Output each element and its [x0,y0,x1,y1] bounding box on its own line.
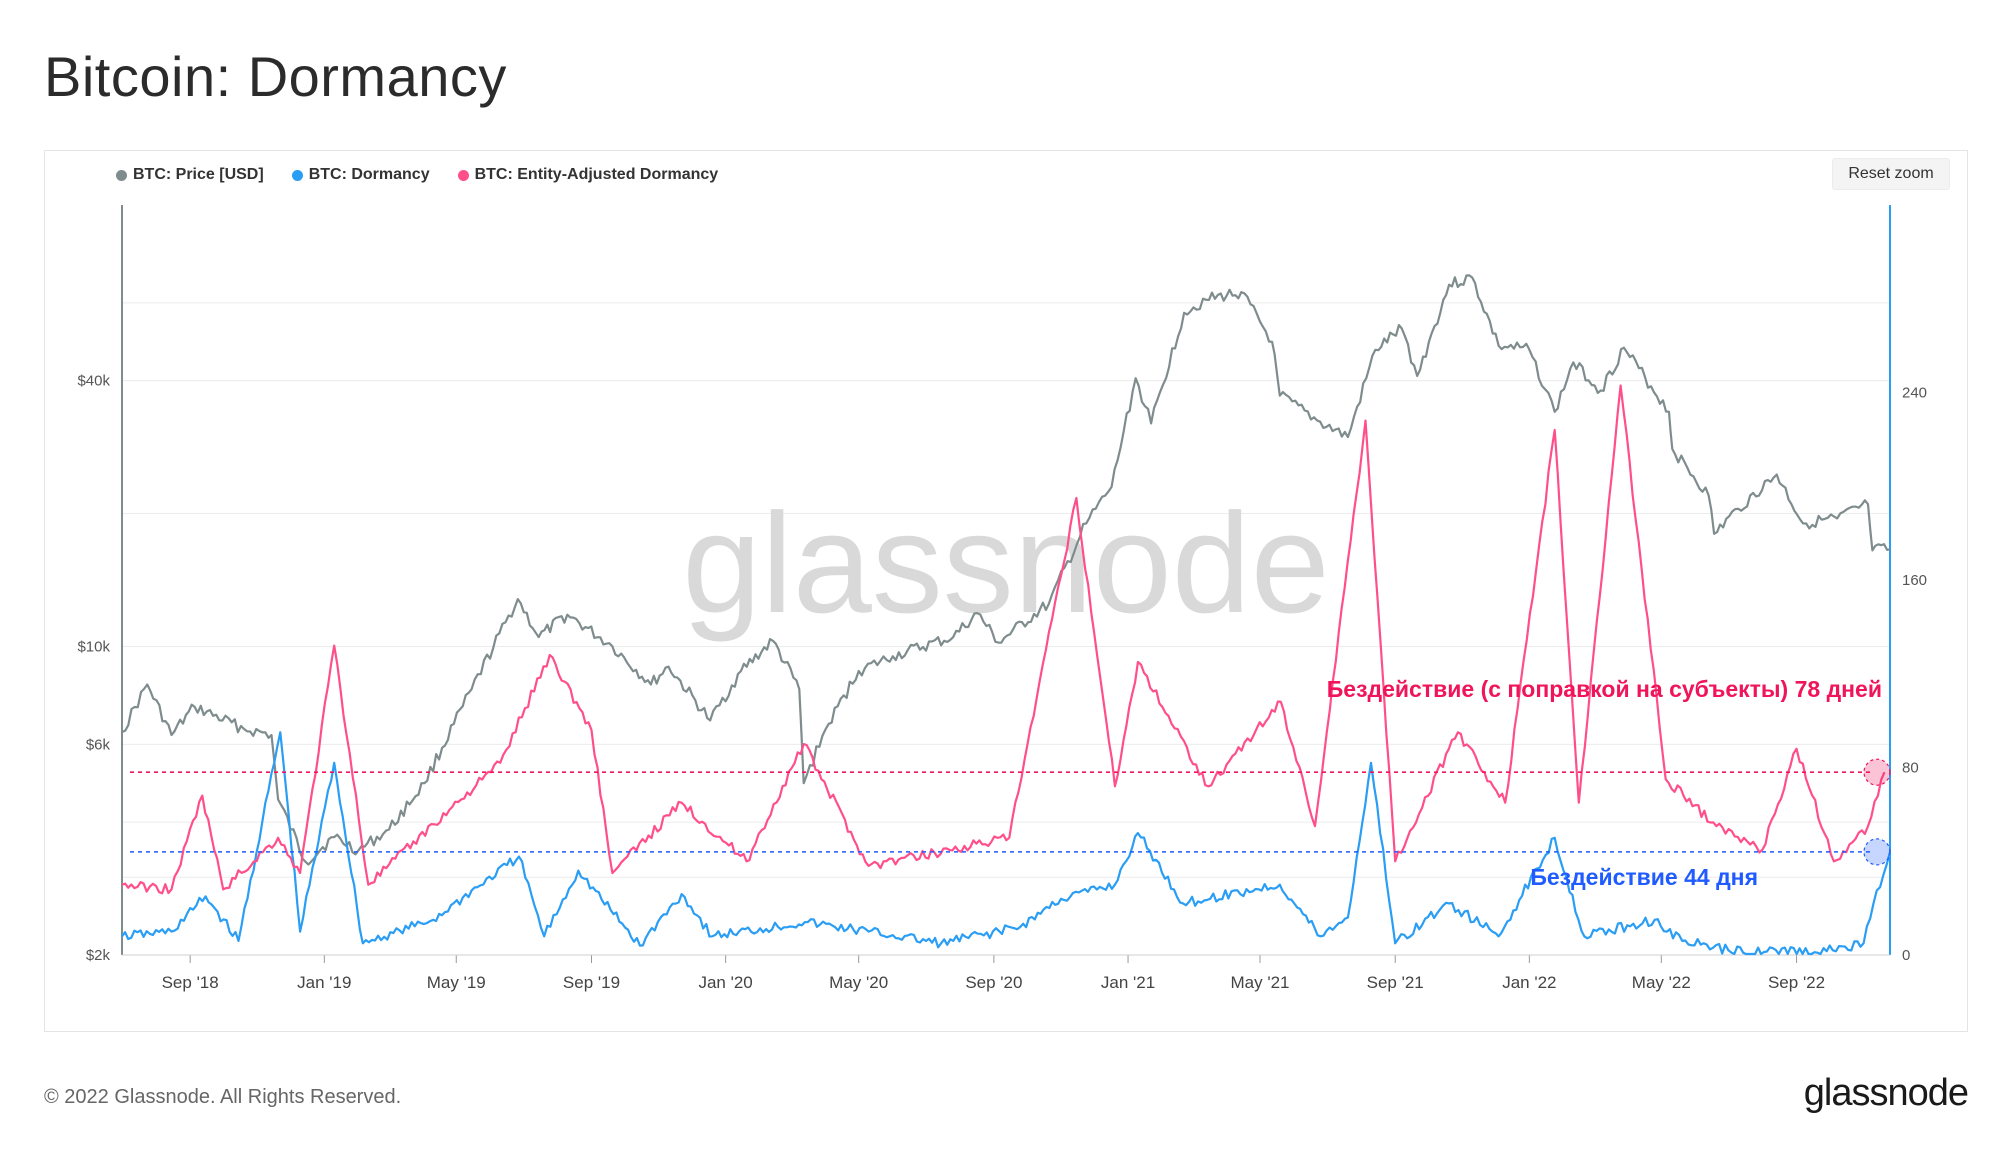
left-axis-tick-label: $40k [77,373,110,390]
reference-marker [1863,758,1891,786]
x-axis-tick-label: May '22 [1632,973,1691,992]
legend-marker-price [116,169,127,181]
x-axis-tick-label: Jan '22 [1502,973,1556,992]
legend-item-dormancy[interactable]: BTC: Dormancy [291,166,430,184]
x-axis-tick-label: Sep '21 [1367,973,1424,992]
chart-panel [44,150,1968,1032]
series-line-entity-dormancy [121,384,1886,895]
right-axis-tick-label: 160 [1902,572,1927,589]
right-axis: 0 80 160 240 [1902,385,1927,965]
x-axis-tick-label: May '19 [427,973,486,992]
reference-marker [1863,838,1891,866]
glassnode-logo[interactable]: glassnode [1803,1072,1969,1114]
x-axis-tick-label: Sep '22 [1768,973,1825,992]
footer-copyright: © 2022 Glassnode. All Rights Reserved. [44,1086,402,1108]
legend-item-price[interactable]: BTC: Price [USD] [116,166,264,184]
x-axis: Sep '18 Jan '19 May '19 Sep '19 Jan '20 May '… [122,954,1890,992]
left-axis: $2k $6k $10k $40k [77,373,110,964]
x-axis-tick-label: May '21 [1230,973,1289,992]
x-axis-tick-label: May '20 [829,973,888,992]
x-axis-tick-label: Sep '18 [162,973,219,992]
page-title: Bitcoin: Dormancy [44,45,507,108]
legend-label-dormancy: BTC: Dormancy [308,166,430,183]
annotation-entity-dormancy: Бездействие (с поправкой на субъекты) 78… [1327,676,1882,702]
left-axis-tick-label: $6k [86,736,111,753]
reset-zoom-button[interactable]: Reset zoom [1832,158,1950,190]
annotation-dormancy: Бездействие 44 дня [1530,864,1758,890]
right-axis-tick-label: 0 [1902,947,1910,964]
legend-marker-dormancy [291,169,303,181]
legend-marker-entity-dormancy [457,169,469,181]
reference-lines: Бездействие (с поправкой на субъекты) 78… [130,676,1891,890]
legend-label-price: BTC: Price [USD] [133,166,264,183]
series-line-price [121,274,1891,866]
right-axis-tick-label: 240 [1902,385,1927,402]
x-axis-tick-label: Sep '20 [965,973,1022,992]
legend-item-entity-dormancy[interactable]: BTC: Entity-Adjusted Dormancy [457,166,719,184]
left-axis-tick-label: $2k [86,947,111,964]
x-axis-tick-label: Jan '19 [297,973,351,992]
x-axis-tick-label: Jan '21 [1101,973,1155,992]
chart-legend: BTC: Price [USD] BTC: Dormancy BTC: Enti… [116,166,718,184]
left-axis-tick-label: $10k [77,638,110,655]
watermark-text: glassnode [682,484,1329,643]
x-axis-tick-label: Jan '20 [698,973,752,992]
series-line-dormancy [121,731,1892,956]
x-axis-tick-label: Sep '19 [563,973,620,992]
right-axis-tick-label: 80 [1902,760,1919,777]
legend-label-entity-dormancy: BTC: Entity-Adjusted Dormancy [474,166,719,183]
